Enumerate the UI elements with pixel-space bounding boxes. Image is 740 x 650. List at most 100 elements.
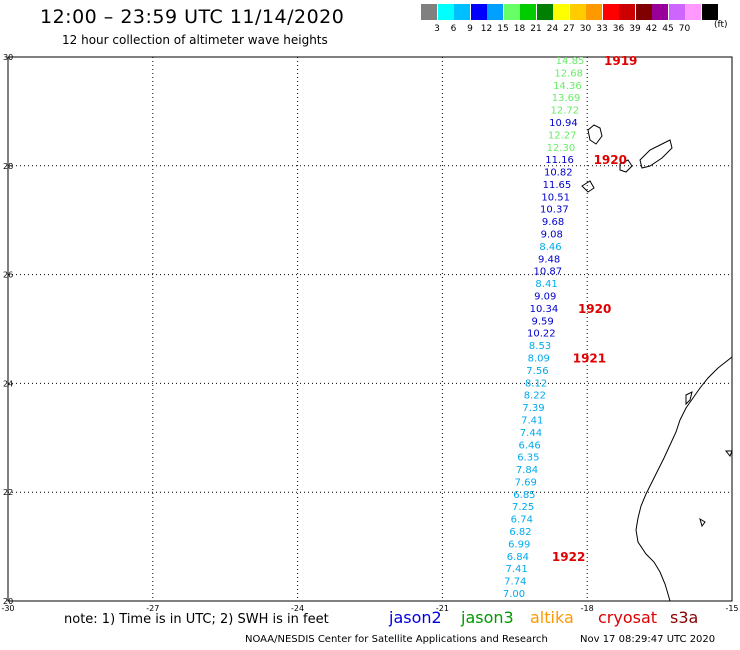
- orbit-number-label: 1921: [573, 351, 606, 365]
- wave-height-reading: 10.82: [544, 168, 573, 179]
- latitude-label: 28: [3, 162, 13, 171]
- wave-height-reading: 12.72: [550, 106, 579, 117]
- color-scale-label: 33: [596, 24, 608, 34]
- latitude-label: 24: [3, 379, 13, 388]
- wave-height-reading: 6.85: [513, 490, 535, 501]
- longitude-label: -24: [291, 604, 304, 613]
- island-tenerife: [639, 139, 673, 169]
- wave-height-reading: 9.48: [538, 254, 560, 265]
- wave-height-reading: 11.65: [543, 180, 572, 191]
- wave-height-reading: 14.36: [553, 81, 582, 92]
- island-la-palma: [587, 124, 603, 145]
- color-swatch: [536, 4, 553, 20]
- color-swatch: [569, 4, 586, 20]
- wave-height-reading: 6.99: [508, 539, 530, 550]
- wave-height-reading: 7.44: [520, 428, 542, 439]
- wave-height-reading: 12.68: [554, 68, 583, 79]
- wave-height-reading: 9.08: [541, 230, 563, 241]
- wave-height-reading: 9.68: [542, 217, 564, 228]
- color-swatch: [487, 4, 503, 20]
- color-swatch: [685, 4, 701, 20]
- map-frame: [7, 56, 733, 602]
- color-scale-label: 30: [579, 24, 592, 34]
- color-scale-label: 24: [546, 24, 559, 34]
- satellite-cryosat: cryosat: [598, 608, 658, 627]
- color-swatch: [553, 4, 569, 20]
- island-detail: [699, 517, 706, 528]
- color-scale-label: 70: [678, 24, 691, 34]
- credit-text: NOAA/NESDIS Center for Satellite Applica…: [245, 634, 548, 645]
- wave-height-reading: 8.09: [528, 353, 550, 364]
- latitude-label: 30: [3, 53, 13, 62]
- latitude-label: 20: [3, 597, 13, 606]
- timestamp-text: Nov 17 08:29:47 UTC 2020: [580, 634, 716, 645]
- wave-height-reading: 8.12: [525, 378, 547, 389]
- color-swatch: [503, 4, 520, 20]
- color-scale-label: 39: [629, 24, 641, 34]
- orbit-number-label: 1920: [594, 153, 627, 167]
- satellite-jason3: jason3: [461, 608, 514, 627]
- satellite-altika: altika: [530, 608, 574, 627]
- wave-height-reading: 8.46: [539, 242, 561, 253]
- wave-height-reading: 10.37: [540, 205, 569, 216]
- wave-height-reading: 6.46: [518, 440, 540, 451]
- wave-height-reading: 7.84: [516, 465, 538, 476]
- satellite-s3a: s3a: [670, 608, 699, 627]
- map-title: 12:00 – 23:59 UTC 11/14/2020: [40, 6, 345, 28]
- color-swatch: [602, 4, 619, 20]
- color-swatch: [470, 4, 487, 20]
- wave-height-reading: 7.69: [515, 477, 537, 488]
- wave-height-reading: 7.74: [504, 577, 526, 588]
- color-swatch: [652, 4, 668, 20]
- longitude-label: -27: [146, 604, 159, 613]
- color-swatch: [520, 4, 536, 20]
- color-scale-label: 9: [467, 24, 473, 34]
- island-hierro: [581, 180, 595, 193]
- color-swatch: [421, 4, 437, 20]
- satellite-jason2: jason2: [389, 608, 442, 627]
- wave-height-reading: 10.94: [549, 118, 578, 129]
- color-swatch: [619, 4, 635, 20]
- wave-height-reading: 12.27: [548, 130, 577, 141]
- wave-height-reading: 6.84: [507, 552, 529, 563]
- wave-height-reading: 6.35: [517, 453, 539, 464]
- coast-detail: [685, 391, 693, 406]
- wave-height-reading: 7.25: [512, 502, 534, 513]
- longitude-label: -18: [581, 604, 594, 613]
- color-swatch: [635, 4, 652, 20]
- wave-height-reading: 7.39: [522, 403, 544, 414]
- color-scale-label: 18: [513, 24, 526, 34]
- color-scale-label: 3: [434, 24, 440, 34]
- wave-height-reading: 12.30: [547, 143, 576, 154]
- color-scale-label: 6: [450, 24, 457, 34]
- island-detail: [724, 450, 733, 457]
- map-subtitle: 12 hour collection of altimeter wave hei…: [62, 33, 328, 47]
- latitude-label: 22: [3, 488, 13, 497]
- wave-height-reading: 7.00: [503, 589, 525, 600]
- color-scale-label: 36: [612, 24, 625, 34]
- color-scale-label: 27: [563, 24, 575, 34]
- wave-height-reading: 6.74: [511, 515, 533, 526]
- wave-height-reading: 11.16: [545, 155, 574, 166]
- island-gomera: [619, 159, 633, 173]
- color-scale-label: 15: [497, 24, 509, 34]
- africa-coastline: [635, 356, 733, 602]
- wave-height-reading: 10.22: [527, 329, 556, 340]
- longitude-label: -21: [436, 604, 449, 613]
- color-swatch: [437, 4, 454, 20]
- orbit-number-label: 1919: [604, 54, 637, 68]
- wave-height-reading: 7.56: [526, 366, 548, 377]
- wave-height-reading: 8.53: [529, 341, 551, 352]
- color-scale-label: 21: [530, 24, 542, 34]
- color-scale-units: (ft): [714, 20, 728, 30]
- wave-height-reading: 14.85: [556, 56, 585, 67]
- wave-height-reading: 13.69: [552, 93, 581, 104]
- wave-height-reading: 8.22: [524, 391, 546, 402]
- wave-height-reading: 7.41: [505, 564, 527, 575]
- wave-height-reading: 6.82: [509, 527, 531, 538]
- color-scale-label: 45: [662, 24, 674, 34]
- color-swatch: [701, 4, 718, 20]
- longitude-label: -15: [725, 604, 738, 613]
